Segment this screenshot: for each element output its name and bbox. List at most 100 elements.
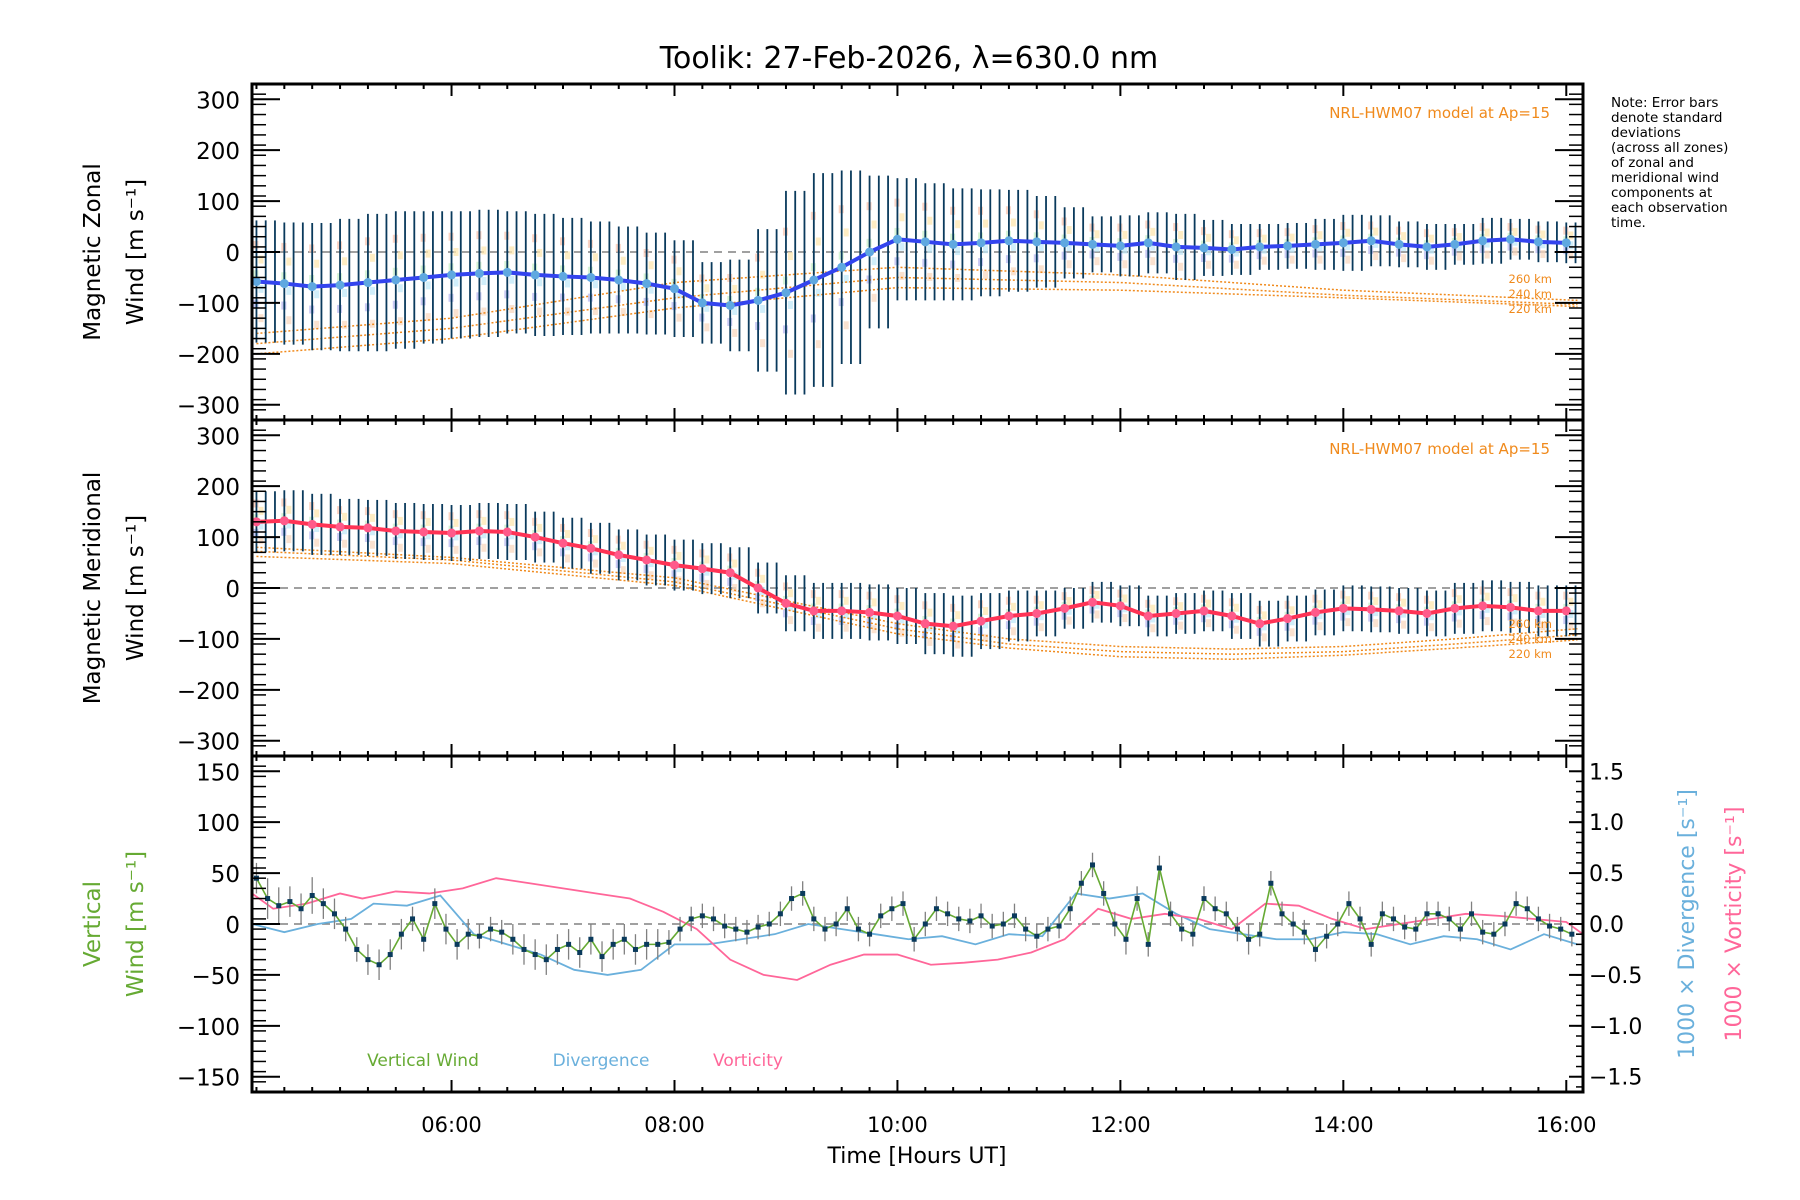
vertical-wind-point: [488, 926, 494, 932]
vertical-wind-point: [1234, 926, 1240, 932]
zone-estimate: [592, 559, 598, 568]
zone-estimate: [648, 310, 654, 319]
zonal-wind-point: [753, 295, 763, 305]
zonal-wind-point: [447, 270, 457, 280]
y-tick-label: 0: [225, 241, 240, 267]
meridional-wind-point: [1060, 603, 1070, 613]
zone-estimate: [1456, 607, 1462, 616]
vertical-wind-point: [911, 936, 917, 942]
zone-estimate: [1428, 601, 1434, 610]
vertical-wind-point: [1078, 880, 1084, 886]
zonal-wind-point: [1227, 244, 1237, 254]
x-tick-label: 10:00: [867, 1113, 928, 1137]
zone-estimate: [1150, 604, 1156, 613]
zonal-wind-point: [502, 267, 512, 277]
zone-estimate: [1456, 233, 1462, 242]
meridional-wind-point: [1533, 606, 1543, 616]
vertical-wind-point: [1190, 931, 1196, 937]
zone-estimate: [1540, 597, 1546, 606]
zone-estimate: [1150, 257, 1156, 266]
vertical-wind-point: [1268, 880, 1274, 886]
y-tick-label: 100: [196, 190, 240, 216]
zone-estimate: [537, 523, 543, 532]
x-axis-label: Time [Hours UT]: [827, 1144, 1007, 1169]
vertical-wind-point: [1212, 906, 1218, 912]
zone-estimate: [1345, 607, 1351, 616]
zone-estimate: [1094, 590, 1100, 599]
zone-estimate: [704, 303, 710, 312]
zone-estimate: [899, 242, 905, 251]
zone-estimate: [620, 256, 626, 265]
plot-area-zonal: [252, 170, 1583, 395]
vertical-wind-point: [1023, 926, 1029, 932]
zone-estimate: [704, 567, 710, 576]
zone-estimate: [1150, 227, 1156, 236]
zone-estimate: [1233, 260, 1239, 269]
meridional-wind-point: [391, 526, 401, 536]
zone-estimate: [342, 539, 348, 548]
vertical-wind-point: [644, 941, 650, 947]
zone-estimate: [369, 540, 375, 549]
zone-estimate: [1205, 619, 1211, 628]
zone-estimate: [1233, 236, 1239, 245]
vertical-wind-point: [989, 923, 995, 929]
zone-estimate: [1066, 260, 1072, 269]
zone-estimate: [871, 257, 877, 266]
zonal-wind-point: [1088, 239, 1098, 249]
zone-estimate: [481, 277, 487, 286]
meridional-wind-point: [892, 611, 902, 621]
zone-estimate: [537, 278, 543, 287]
zonal-wind-point: [809, 275, 819, 285]
vertical-wind-point: [476, 933, 482, 939]
vertical-wind-point: [1535, 916, 1541, 922]
zone-estimate: [843, 610, 849, 619]
vertical-wind-point: [421, 936, 427, 942]
zonal-wind-point: [530, 270, 540, 280]
panel-meridional: [252, 490, 1583, 661]
zone-estimate: [1233, 625, 1239, 634]
zonal-wind-point: [1338, 238, 1348, 248]
zone-estimate: [425, 249, 431, 258]
zone-estimate: [1484, 250, 1490, 259]
y-axis-label-line1: Magnetic Zonal: [80, 163, 106, 341]
zone-estimate: [1373, 227, 1379, 236]
zone-estimate: [732, 284, 738, 293]
zone-estimate: [537, 307, 543, 316]
zone-estimate: [927, 637, 933, 646]
vertical-wind-point: [454, 941, 460, 947]
zone-estimate: [397, 530, 403, 539]
zone-estimate: [425, 281, 431, 290]
vertical-wind-point: [265, 896, 271, 902]
zone-estimate: [815, 623, 821, 632]
zone-estimate: [1066, 606, 1072, 615]
zonal-wind-point: [1199, 243, 1209, 253]
zone-estimate: [927, 608, 933, 617]
model-altitude-label: 260 km: [1509, 272, 1552, 286]
zone-estimate: [1150, 614, 1156, 623]
zonal-wind-point: [1004, 236, 1014, 246]
zone-estimate: [1038, 601, 1044, 610]
vertical-wind-point: [766, 921, 772, 927]
vertical-wind-point: [432, 901, 438, 907]
meridional-wind-point: [1561, 606, 1571, 616]
meridional-wind-point: [1032, 608, 1042, 618]
zone-estimate: [1568, 251, 1574, 260]
zone-estimate: [1178, 262, 1184, 271]
plot-area-meridional: [252, 490, 1583, 661]
zone-estimate: [1010, 602, 1016, 611]
vertical-wind-point: [1056, 923, 1062, 929]
zonal-wind-point: [363, 278, 373, 288]
y2-tick-label: 0.0: [1589, 913, 1624, 938]
vertical-wind-point: [800, 890, 806, 896]
zone-estimate: [342, 320, 348, 329]
zone-estimate: [1205, 260, 1211, 269]
zone-estimate: [1233, 248, 1239, 257]
y2-axis-label-divergence: 1000 × Divergence [s⁻¹]: [1675, 789, 1700, 1059]
zone-estimate: [1345, 228, 1351, 237]
vertical-wind-point: [1168, 911, 1174, 917]
zone-estimate: [1317, 243, 1323, 252]
zone-estimate: [481, 530, 487, 539]
zone-estimate: [732, 559, 738, 568]
zonal-wind-point: [1032, 237, 1042, 247]
zone-estimate: [620, 541, 626, 550]
